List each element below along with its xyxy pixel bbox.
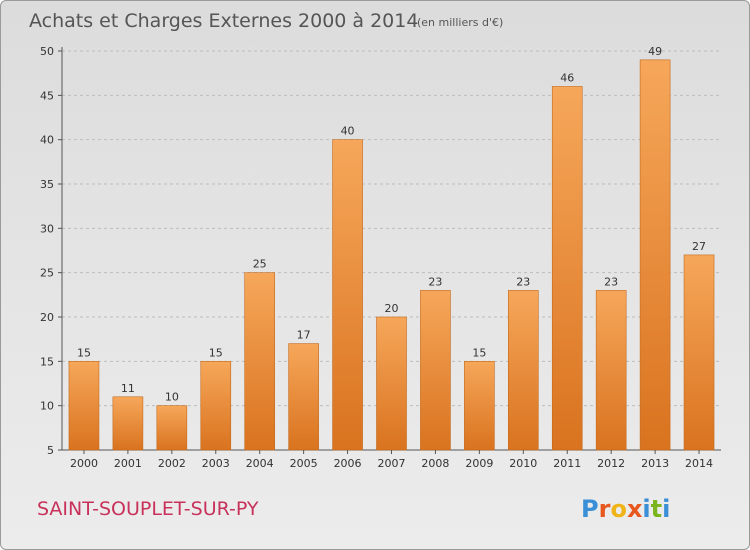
data-label: 25 [253,258,267,271]
data-labels: 15 11 10 15 25 17 40 20 23 15 23 46 23 49 27 [77,45,706,404]
data-label: 15 [472,346,486,359]
y-tick-label: 20 [40,311,54,324]
bar-2008 [420,290,451,451]
data-label: 20 [385,302,399,315]
bar-2009 [464,361,495,451]
x-tick-label: 2011 [553,457,581,470]
bar-series [68,59,715,451]
bar-2011 [551,86,583,451]
x-tick-labels: 2000 2001 2002 2003 2004 2005 2006 2007 2008 2009… [70,450,713,470]
logo-letter: i [642,495,650,523]
data-label: 15 [77,346,91,359]
bar-2002 [156,405,188,451]
x-tick-label: 2007 [378,457,406,470]
y-tick-label: 45 [40,89,54,102]
data-label: 40 [341,125,355,138]
data-label: 46 [560,71,574,84]
x-tick-label: 2008 [421,457,449,470]
proxiti-logo: Proxiti [581,495,670,523]
x-tick-label: 2012 [597,457,625,470]
logo-letter: o [610,495,627,523]
x-tick-label: 2014 [685,457,713,470]
y-tick-label: 30 [40,222,54,235]
x-tick-label: 2005 [290,457,318,470]
bar-2006 [332,139,363,451]
data-label: 27 [692,240,706,253]
logo-letter: x [627,495,643,523]
data-label: 17 [297,329,311,342]
y-tick-label: 50 [40,45,54,58]
x-tick-label: 2006 [334,457,362,470]
x-tick-label: 2000 [70,457,98,470]
logo-letter: t [651,495,662,523]
data-label: 23 [604,275,618,288]
bar-2010 [507,290,539,451]
data-label: 10 [165,391,179,404]
data-label: 11 [121,382,135,395]
commune-name: SAINT-SOUPLET-SUR-PY [37,498,259,520]
bar-2000 [68,361,100,451]
bar-2007 [376,316,407,451]
data-label: 23 [428,275,442,288]
logo-letter: r [599,495,611,523]
y-tick-label: 15 [40,355,54,368]
chart-title: Achats et Charges Externes 2000 à 2014 [29,10,418,32]
x-tick-label: 2004 [246,457,274,470]
bar-2003 [200,361,232,451]
bar-2001 [112,396,144,451]
y-tick-labels: 5 10 15 20 25 30 35 40 45 50 [40,45,54,457]
bar-2013 [639,59,671,451]
data-label: 49 [648,45,662,58]
x-tick-label: 2001 [114,457,142,470]
y-tick-label: 10 [40,400,54,413]
x-tick-label: 2013 [641,457,669,470]
y-tick-label: 35 [40,178,54,191]
bar-2012 [595,290,627,451]
data-label: 15 [209,346,223,359]
bar-2004 [244,272,275,451]
y-tick-label: 25 [40,267,54,280]
y-tick-label: 40 [40,134,54,147]
x-tick-label: 2009 [465,457,493,470]
chart-unit: (en milliers d'€) [417,16,503,29]
x-tick-label: 2010 [509,457,537,470]
x-tick-label: 2002 [158,457,186,470]
y-tick-label: 5 [47,444,54,457]
logo-letter: i [662,495,670,523]
bar-2014 [683,254,715,451]
bar-2005 [288,343,319,451]
logo-letter: P [581,495,599,523]
data-label: 23 [516,275,530,288]
x-tick-label: 2003 [202,457,230,470]
